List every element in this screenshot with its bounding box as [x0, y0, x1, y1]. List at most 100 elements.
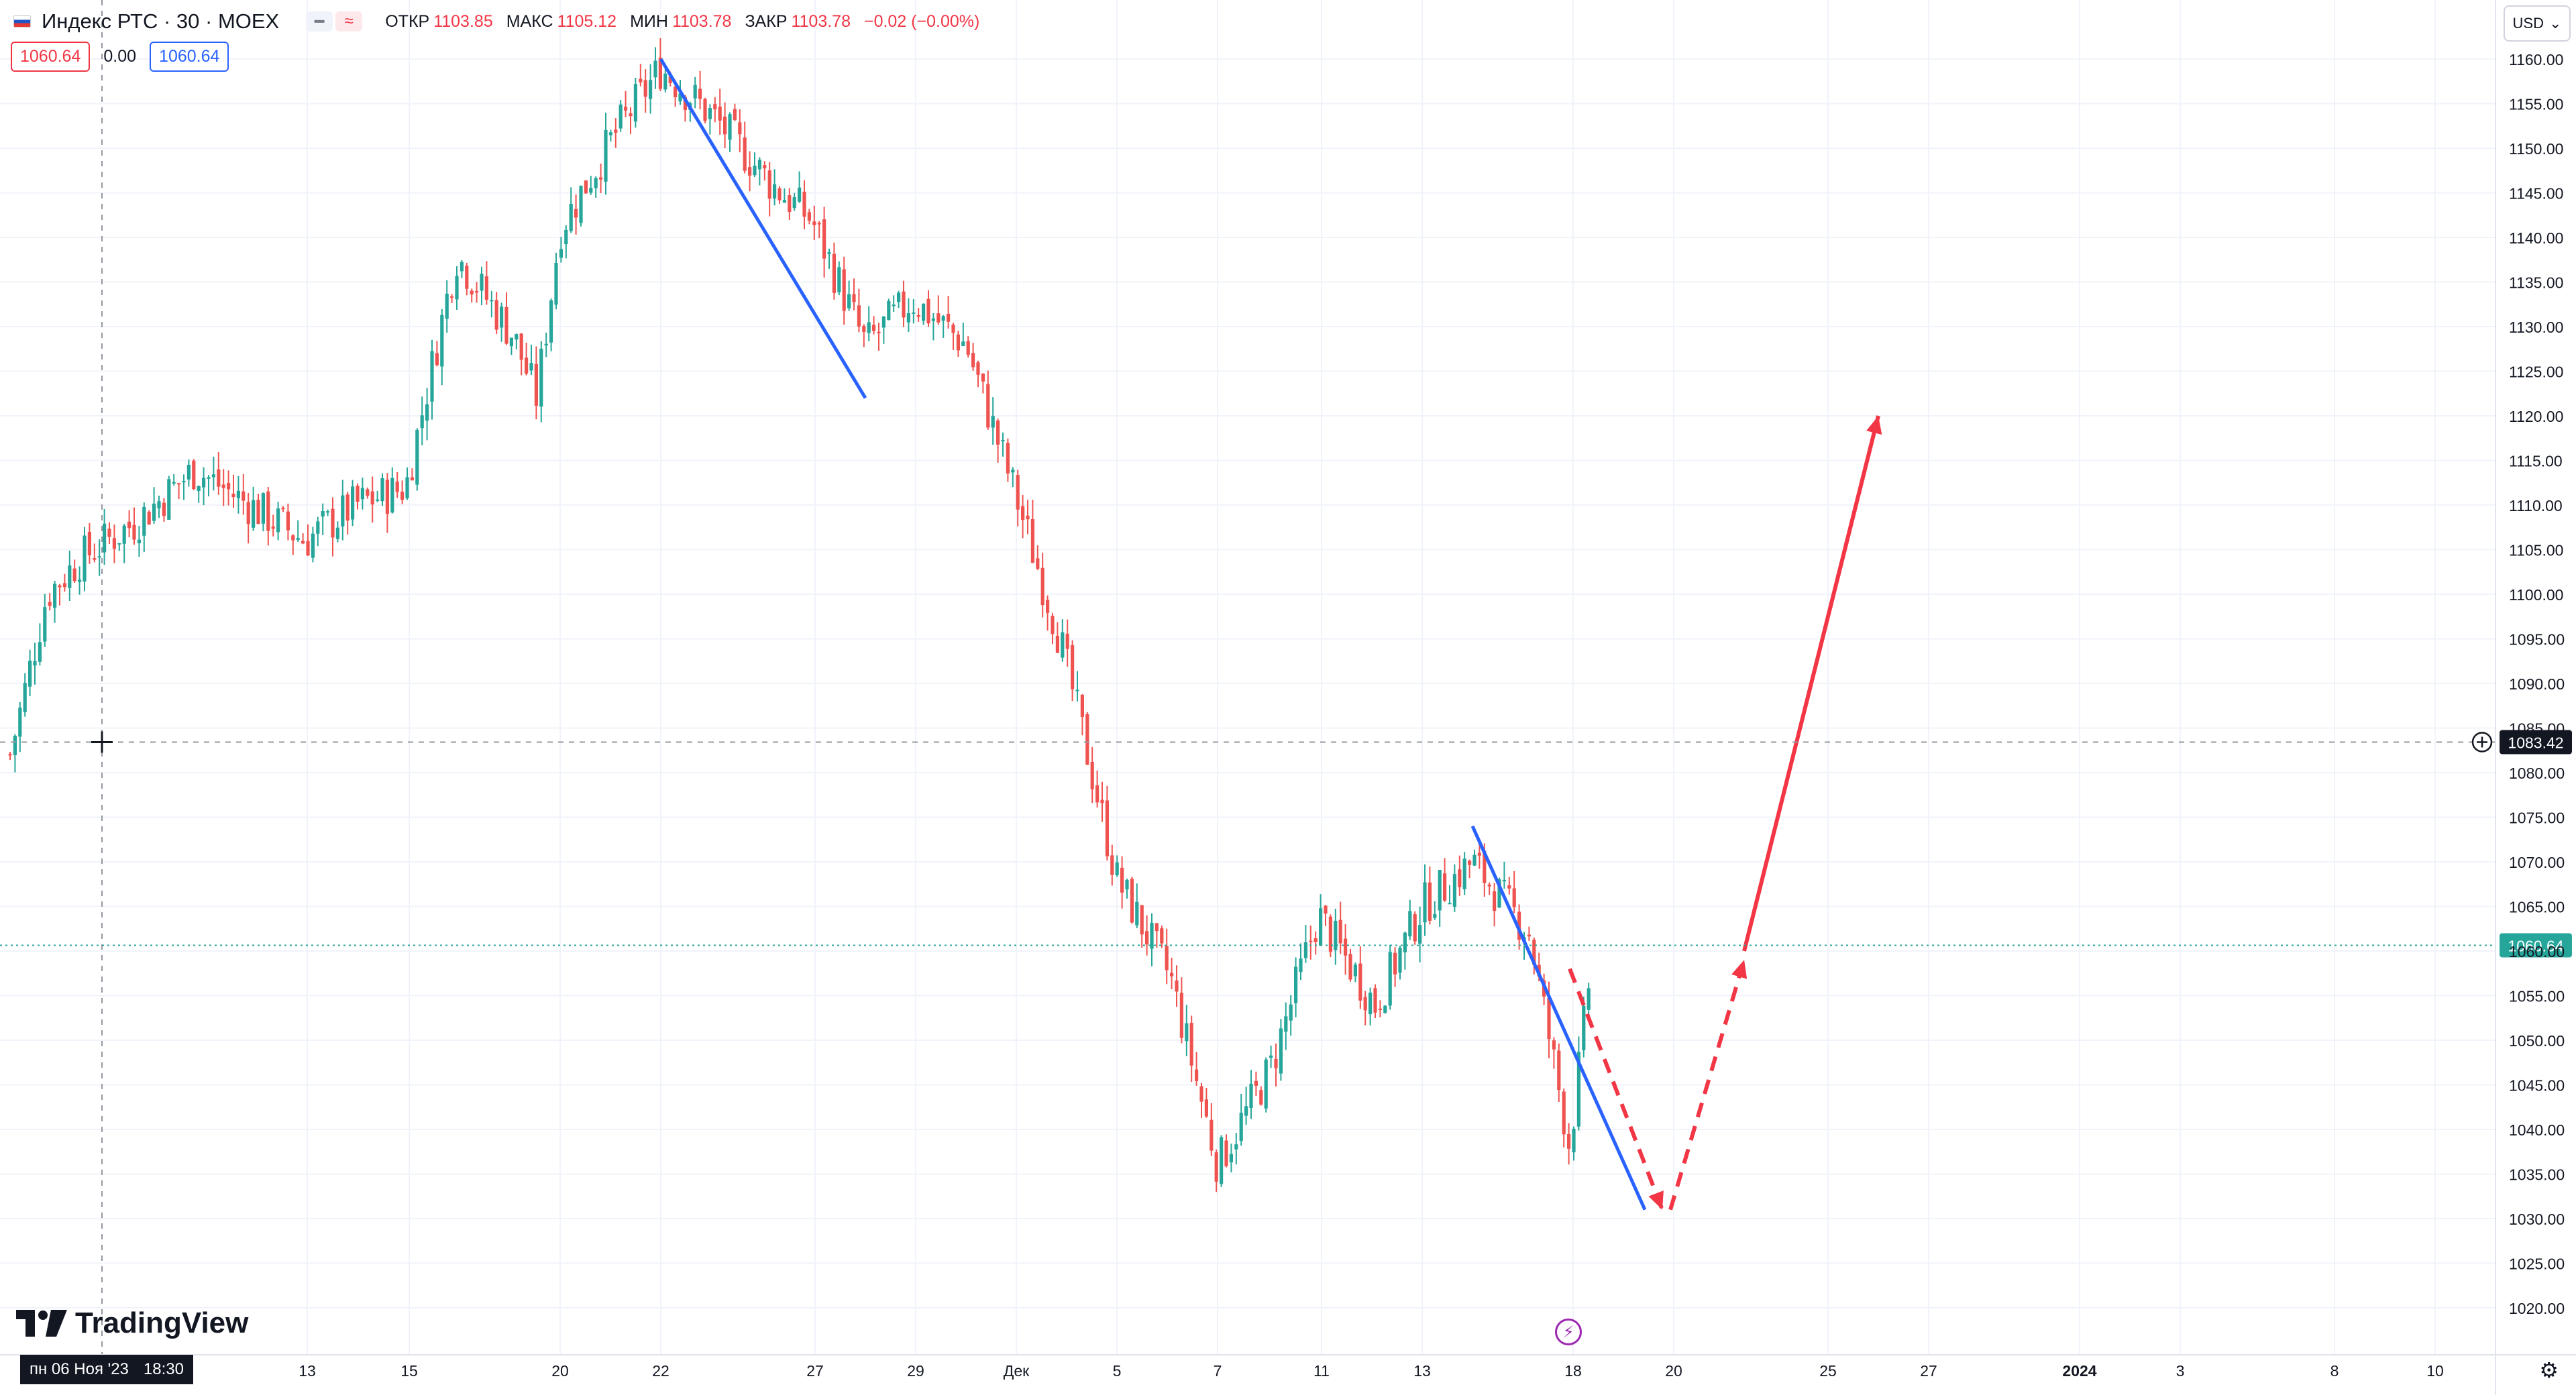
candle-body [430, 351, 434, 402]
symbol-title[interactable]: Индекс РТС · 30 · MOEX [42, 9, 280, 33]
candle-body [1398, 948, 1402, 973]
spread-value: 0.00 [103, 47, 137, 66]
candle-body [1502, 880, 1506, 882]
candle-body [450, 296, 454, 298]
candle-body [1289, 1004, 1293, 1021]
candle-body [1175, 980, 1179, 992]
y-tick-label: 1150.00 [2509, 140, 2563, 158]
tradingview-logo[interactable]: TradingView [16, 1306, 248, 1340]
candle-body [812, 221, 816, 225]
candle-body [658, 57, 662, 89]
candle-body [817, 223, 821, 225]
high-label: МАКС [506, 11, 553, 31]
candles [8, 38, 1591, 1192]
candle-body [1001, 440, 1005, 442]
x-tick-label: 5 [1113, 1362, 1122, 1380]
candle-body [649, 80, 653, 99]
candle-body [1185, 1023, 1189, 1042]
candle-body [564, 229, 568, 245]
candle-body [93, 558, 97, 560]
last-price-label: 1060.64 [2508, 937, 2563, 954]
compare-icon[interactable]: ≈ [335, 11, 363, 32]
candle-body [261, 493, 265, 524]
candle-body [360, 488, 364, 500]
high-value: 1105.12 [557, 11, 617, 31]
candle-body [1155, 923, 1159, 932]
y-tick-label: 1070.00 [2509, 854, 2565, 871]
candle-body [842, 269, 846, 311]
candle-body [490, 300, 494, 302]
candle-body [1313, 938, 1318, 942]
candle-body [802, 191, 806, 217]
candle-body [103, 523, 107, 553]
y-tick-label: 1155.00 [2509, 96, 2563, 113]
candle-body [961, 341, 965, 346]
candle-body [500, 306, 504, 328]
candle-body [107, 528, 111, 537]
candle-body [643, 80, 647, 97]
candle-body [132, 524, 136, 540]
candle-body [137, 539, 141, 544]
candle-body [1324, 905, 1328, 914]
candle-body [1358, 963, 1362, 1001]
crosshair: 1083.42 1060.64 [0, 0, 2572, 1355]
sell-price-button[interactable]: 1060.64 [11, 42, 91, 72]
candle-body [112, 538, 116, 549]
russia-flag-icon [13, 15, 31, 27]
candle-body [1204, 1099, 1208, 1117]
candle-body [698, 89, 702, 99]
y-tick-label: 1055.00 [2509, 988, 2565, 1005]
gear-icon[interactable]: ⚙ [2539, 1358, 2559, 1382]
candle-body [718, 106, 722, 121]
candle-body [1229, 1154, 1233, 1163]
candle-body [931, 318, 935, 321]
candle-body [97, 556, 101, 558]
candle-body [867, 322, 871, 333]
candle-body [87, 532, 91, 555]
candle-body [827, 252, 831, 254]
candle-body [991, 416, 995, 428]
candle-body [1517, 911, 1521, 940]
candle-body [1338, 919, 1342, 944]
candle-body [1363, 997, 1367, 1011]
events-bolt-icon[interactable]: ⚡ [1555, 1319, 1582, 1345]
candle-body [281, 508, 285, 510]
candle-body [197, 486, 201, 492]
candle-body [668, 76, 672, 83]
candle-body [1085, 714, 1089, 765]
candle-body [1075, 689, 1079, 691]
candle-body [574, 209, 578, 218]
candle-body [296, 538, 300, 540]
candle-body [599, 177, 603, 180]
candle-body [1562, 1091, 1566, 1135]
candle-body [440, 315, 444, 367]
forecast-arrow-head [1866, 416, 1882, 435]
candle-body [1452, 874, 1456, 907]
candle-body [147, 512, 151, 524]
candle-body [1065, 633, 1069, 649]
candle-body [1378, 1008, 1382, 1010]
candle-body [321, 510, 325, 517]
candle-body [1462, 858, 1466, 889]
candle-body [798, 187, 802, 202]
hide-series-icon[interactable]: ━ [306, 11, 333, 32]
close-value: 1103.78 [791, 11, 851, 31]
candle-body [152, 503, 156, 521]
candle-body [1006, 443, 1010, 474]
buy-price-button[interactable]: 1060.64 [150, 42, 229, 72]
y-tick-label: 1045.00 [2509, 1077, 2565, 1095]
candle-body [246, 502, 250, 524]
candle-body [1195, 1069, 1199, 1081]
currency-selector[interactable]: USD ⌄ [2504, 5, 2571, 42]
candle-body [1368, 993, 1373, 1015]
candle-body [633, 84, 637, 122]
candle-body [78, 579, 82, 582]
candle-body [18, 708, 22, 737]
drawings[interactable] [659, 58, 1882, 1211]
candle-body [1145, 931, 1149, 945]
candle-body [773, 184, 777, 199]
candle-body [301, 541, 305, 544]
candle-body [395, 482, 399, 492]
